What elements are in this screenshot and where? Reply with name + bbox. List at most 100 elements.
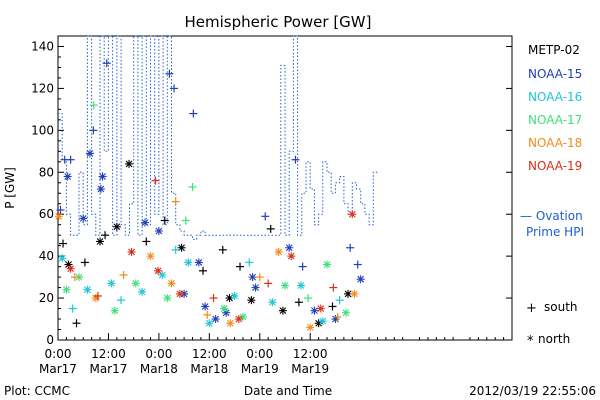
north-point	[306, 323, 315, 332]
south-point	[117, 296, 126, 305]
north-point	[251, 283, 260, 292]
north-point	[138, 287, 147, 296]
north-point	[91, 294, 100, 303]
y-tick-label: 100	[31, 123, 54, 137]
south-point	[188, 182, 197, 191]
south-point	[101, 231, 110, 240]
north-point	[285, 243, 294, 252]
x-tick-time: 0:00	[45, 347, 72, 361]
north-point	[184, 258, 193, 267]
north-point	[205, 319, 214, 328]
south-point	[170, 84, 179, 93]
legend-marker-north-label: north	[538, 332, 570, 346]
x-axis-label: Date and Time	[244, 384, 332, 398]
x-tick-date: Mar18	[140, 362, 178, 376]
north-point	[247, 296, 256, 305]
north-point	[234, 315, 243, 324]
south-point	[189, 109, 198, 118]
south-point	[72, 319, 81, 328]
y-tick-label: 120	[31, 81, 54, 95]
north-point	[107, 279, 116, 288]
south-point	[298, 262, 307, 271]
north-point	[54, 212, 63, 221]
south-point	[171, 245, 180, 254]
x-tick-date: Mar19	[291, 362, 329, 376]
north-point	[278, 306, 287, 315]
north-point	[296, 281, 305, 290]
north-point	[248, 273, 257, 282]
south-point	[346, 243, 355, 252]
legend: METP-02 NOAA-15 NOAA-16 NOAA-17 NOAA-18 …	[520, 43, 584, 349]
north-point	[62, 285, 71, 294]
x-tick-time: 12:00	[91, 347, 126, 361]
footer-plot-credit: Plot: CCMC	[4, 384, 70, 398]
x-tick-time: 0:00	[246, 347, 273, 361]
north-point	[125, 159, 134, 168]
north-point	[341, 308, 350, 317]
legend-marker-north-symbol: *	[527, 334, 534, 349]
north-point	[211, 315, 220, 324]
north-point	[348, 210, 357, 219]
south-point	[329, 283, 338, 292]
south-point	[56, 206, 65, 215]
north-point	[194, 258, 203, 267]
south-point	[353, 260, 362, 269]
y-tick-label: 140	[31, 39, 54, 53]
north-point	[79, 214, 88, 223]
north-point	[350, 289, 359, 298]
north-point	[268, 298, 277, 307]
north-point	[112, 222, 121, 231]
north-point	[96, 185, 105, 194]
legend-marker-south-symbol: +	[526, 301, 537, 316]
south-point	[142, 237, 151, 246]
legend-ovation-line1: — Ovation	[520, 209, 583, 223]
x-tick-date: Mar19	[241, 362, 279, 376]
north-point	[154, 266, 163, 275]
north-point	[281, 281, 289, 290]
y-tick-label: 0	[46, 333, 54, 347]
north-point	[274, 247, 283, 256]
north-point	[226, 319, 235, 328]
south-point	[304, 294, 313, 303]
legend-sat-metp-02: METP-02	[528, 43, 580, 57]
south-point	[89, 126, 98, 135]
south-point	[93, 291, 102, 300]
north-point	[127, 247, 136, 256]
south-point	[236, 262, 245, 271]
south-point	[165, 69, 174, 78]
x-axis-ticks: 0:00Mar1712:00Mar170:00Mar1812:00Mar180:…	[39, 333, 505, 376]
south-point	[203, 310, 212, 319]
north-point	[331, 315, 340, 324]
north-point	[154, 226, 163, 235]
north-point	[230, 291, 239, 300]
north-point	[310, 306, 319, 315]
footer-timestamp: 2012/03/19 22:55:06	[469, 384, 596, 398]
north-point	[131, 279, 140, 288]
south-point	[181, 216, 190, 225]
south-point	[68, 304, 77, 313]
north-point	[163, 294, 172, 303]
north-point	[167, 279, 176, 288]
legend-sat-noaa-17: NOAA-17	[528, 113, 582, 127]
y-tick-label: 60	[39, 207, 54, 221]
north-point	[316, 304, 325, 313]
south-point	[335, 296, 344, 305]
south-point	[59, 239, 68, 248]
south-point	[151, 176, 160, 185]
legend-sat-noaa-19: NOAA-19	[528, 159, 582, 173]
north-point	[85, 149, 94, 158]
south-point	[291, 155, 300, 164]
north-point	[177, 243, 186, 252]
satellite-points	[54, 59, 365, 332]
y-axis-ticks: 0 20 40 60 80 100 120 140	[31, 35, 512, 347]
north-point	[238, 312, 247, 321]
south-point	[328, 302, 337, 311]
legend-sat-noaa-16: NOAA-16	[528, 90, 582, 104]
south-point	[261, 212, 270, 221]
north-point	[98, 172, 107, 181]
south-point	[333, 312, 342, 321]
x-tick-date: Mar17	[89, 362, 127, 376]
south-point	[160, 216, 169, 225]
south-point	[199, 266, 208, 275]
